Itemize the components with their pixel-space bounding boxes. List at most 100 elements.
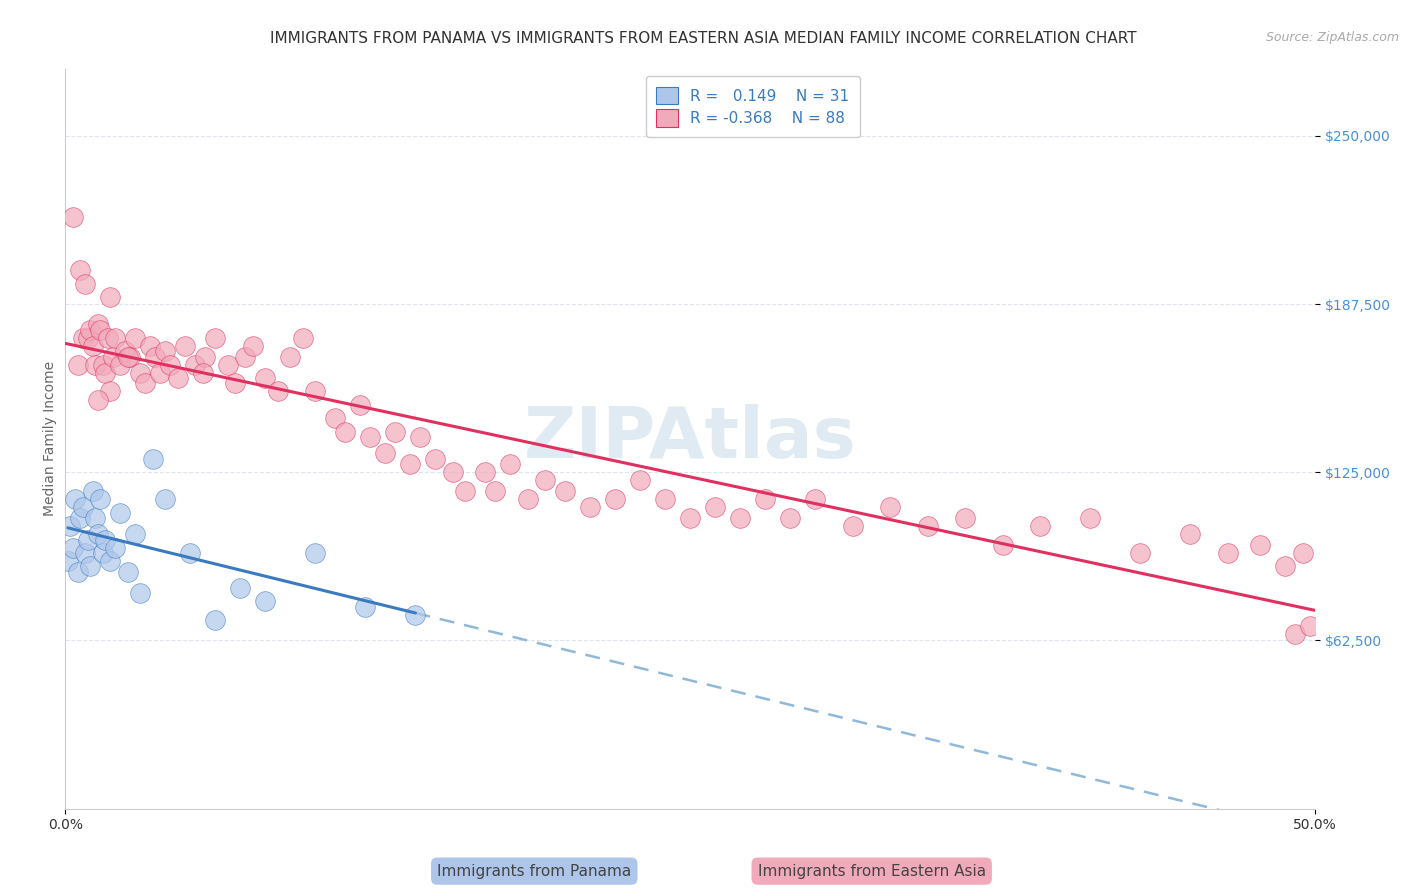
- Point: [359, 430, 381, 444]
- Point: [605, 492, 627, 507]
- Point: [142, 451, 165, 466]
- Point: [374, 446, 396, 460]
- Point: [66, 358, 89, 372]
- Point: [120, 350, 142, 364]
- Point: [534, 473, 557, 487]
- Legend: R =   0.149    N = 31, R = -0.368    N = 88: R = 0.149 N = 31, R = -0.368 N = 88: [645, 76, 860, 137]
- Point: [114, 344, 136, 359]
- Point: [516, 492, 538, 507]
- Point: [75, 546, 97, 560]
- Point: [124, 331, 146, 345]
- Point: [554, 484, 576, 499]
- Point: [94, 366, 117, 380]
- Point: [134, 376, 156, 391]
- Point: [79, 559, 101, 574]
- Point: [91, 546, 114, 560]
- Point: [235, 350, 257, 364]
- Text: Immigrants from Eastern Asia: Immigrants from Eastern Asia: [758, 863, 986, 879]
- Point: [94, 533, 117, 547]
- Point: [1299, 618, 1322, 632]
- Point: [66, 565, 89, 579]
- Text: IMMIGRANTS FROM PANAMA VS IMMIGRANTS FROM EASTERN ASIA MEDIAN FAMILY INCOME CORR: IMMIGRANTS FROM PANAMA VS IMMIGRANTS FRO…: [270, 31, 1136, 46]
- Point: [499, 457, 522, 471]
- Point: [399, 457, 422, 471]
- Point: [1078, 511, 1101, 525]
- Point: [917, 519, 939, 533]
- Point: [117, 565, 139, 579]
- Point: [77, 533, 100, 547]
- Point: [84, 511, 107, 525]
- Point: [204, 613, 226, 627]
- Point: [454, 484, 477, 499]
- Point: [654, 492, 676, 507]
- Point: [204, 331, 226, 345]
- Point: [184, 358, 207, 372]
- Point: [254, 594, 277, 608]
- Point: [1029, 519, 1052, 533]
- Point: [129, 586, 152, 600]
- Point: [72, 500, 94, 515]
- Point: [79, 322, 101, 336]
- Point: [87, 392, 110, 407]
- Point: [409, 430, 432, 444]
- Point: [1180, 527, 1202, 541]
- Point: [304, 546, 326, 560]
- Point: [104, 331, 127, 345]
- Point: [110, 506, 132, 520]
- Point: [779, 511, 801, 525]
- Text: ZIPAtlas: ZIPAtlas: [524, 404, 856, 473]
- Point: [242, 339, 264, 353]
- Point: [425, 451, 447, 466]
- Point: [145, 350, 167, 364]
- Point: [72, 331, 94, 345]
- Point: [628, 473, 651, 487]
- Point: [129, 366, 152, 380]
- Point: [1284, 626, 1306, 640]
- Point: [69, 263, 91, 277]
- Point: [291, 331, 314, 345]
- Point: [679, 511, 702, 525]
- Point: [167, 371, 190, 385]
- Point: [159, 358, 181, 372]
- Point: [59, 519, 82, 533]
- Point: [62, 210, 84, 224]
- Point: [879, 500, 901, 515]
- Point: [110, 358, 132, 372]
- Point: [1129, 546, 1152, 560]
- Point: [174, 339, 197, 353]
- Point: [1216, 546, 1239, 560]
- Point: [87, 317, 110, 331]
- Point: [404, 607, 426, 622]
- Point: [77, 331, 100, 345]
- Point: [97, 331, 120, 345]
- Point: [955, 511, 977, 525]
- Point: [149, 366, 172, 380]
- Point: [155, 492, 177, 507]
- Point: [100, 384, 122, 399]
- Point: [704, 500, 727, 515]
- Point: [56, 554, 79, 568]
- Point: [991, 538, 1014, 552]
- Point: [349, 398, 371, 412]
- Point: [1249, 538, 1271, 552]
- Point: [267, 384, 290, 399]
- Point: [179, 546, 201, 560]
- Point: [62, 541, 84, 555]
- Point: [579, 500, 602, 515]
- Point: [155, 344, 177, 359]
- Point: [304, 384, 326, 399]
- Point: [69, 511, 91, 525]
- Point: [730, 511, 752, 525]
- Point: [89, 492, 111, 507]
- Point: [754, 492, 776, 507]
- Point: [1292, 546, 1315, 560]
- Point: [139, 339, 162, 353]
- Point: [217, 358, 239, 372]
- Point: [804, 492, 827, 507]
- Text: Source: ZipAtlas.com: Source: ZipAtlas.com: [1265, 31, 1399, 45]
- Point: [124, 527, 146, 541]
- Point: [194, 350, 217, 364]
- Point: [191, 366, 214, 380]
- Point: [842, 519, 865, 533]
- Point: [254, 371, 277, 385]
